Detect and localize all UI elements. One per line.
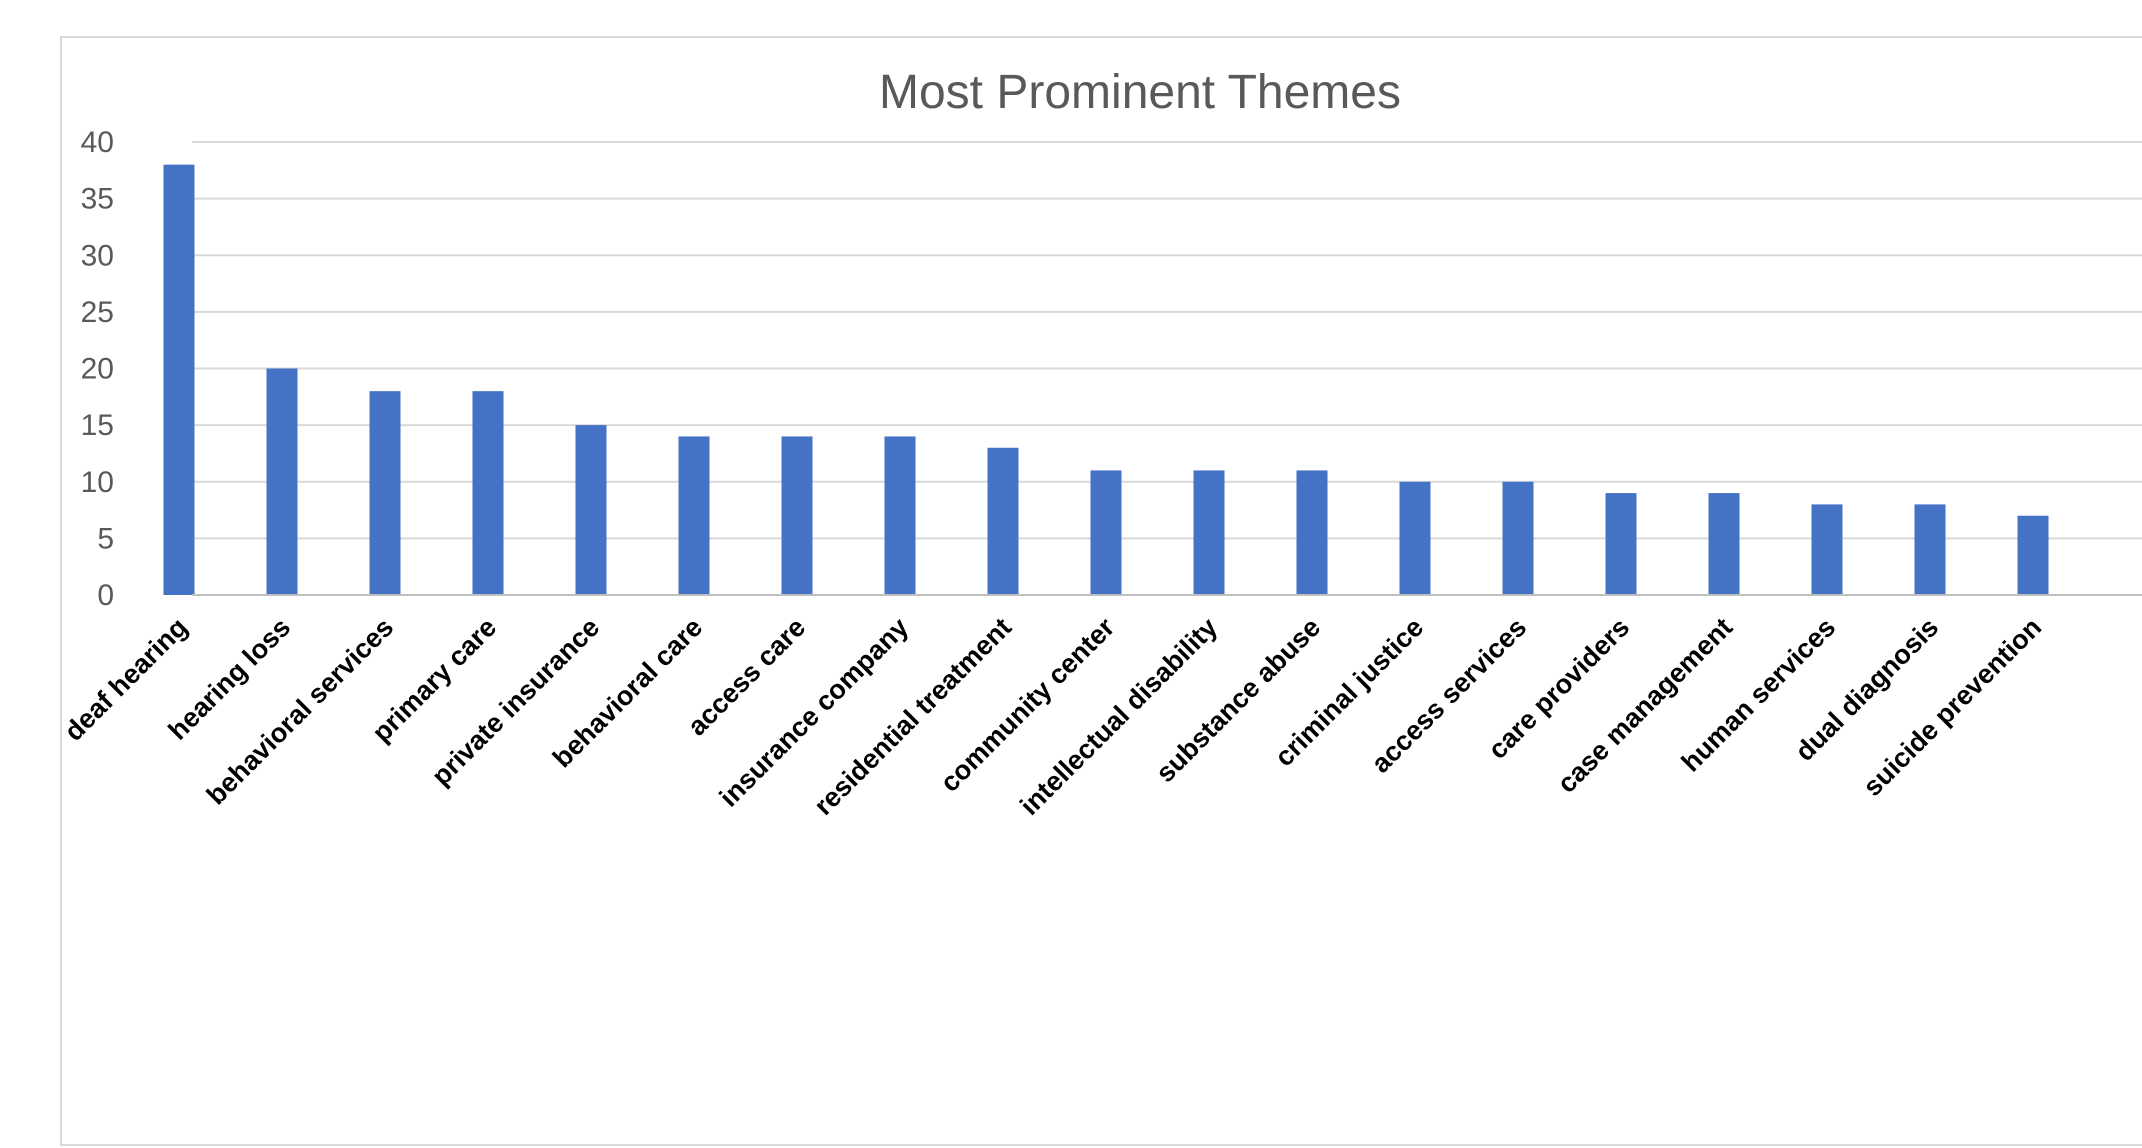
bar [163,164,195,595]
x-tick-label: suicide prevention [1857,612,2047,802]
bar [1914,504,1946,595]
x-tick-label: behavioral services [201,612,399,810]
bar [1811,504,1843,595]
y-tick-label: 5 [97,522,114,555]
bar [1090,470,1122,595]
bar [1605,493,1637,595]
bar [266,368,298,595]
x-tick-label: insurance company [714,612,915,813]
bar-chart: Most Prominent Themes 0 5 10 15 20 25 30 35 40 d… [62,66,2142,821]
bar [472,391,504,595]
bar [369,391,401,595]
y-tick-label: 20 [81,353,114,386]
x-tick-label: community center [935,612,1121,798]
y-tick-label: 25 [81,296,114,329]
y-tick-label: 10 [81,466,114,499]
y-tick-label: 30 [81,239,114,272]
bar [1502,481,1534,595]
bar [2017,515,2049,595]
y-tick-label: 35 [81,183,114,216]
chart-area: Most Prominent Themes 0 5 10 15 20 25 30 35 40 d… [60,36,2142,1146]
bar [1399,481,1431,595]
x-tick-label: residential treatment [808,612,1017,821]
bar [884,436,916,595]
y-axis: 0 5 10 15 20 25 30 35 40 [81,126,114,612]
bar [1296,470,1328,595]
y-tick-label: 15 [81,409,114,442]
bar [1708,493,1740,595]
y-tick-label: 40 [81,126,114,159]
chart-title: Most Prominent Themes [879,66,1401,119]
bar [987,447,1019,595]
bar [781,436,813,595]
bar [678,436,710,595]
bar [1193,470,1225,595]
bars [163,164,2049,595]
x-tick-label: intellectual disability [1014,612,1223,821]
gridlines [192,141,2142,540]
y-tick-label: 0 [97,579,114,612]
x-tick-label: case management [1551,612,1738,799]
bar [575,425,607,595]
